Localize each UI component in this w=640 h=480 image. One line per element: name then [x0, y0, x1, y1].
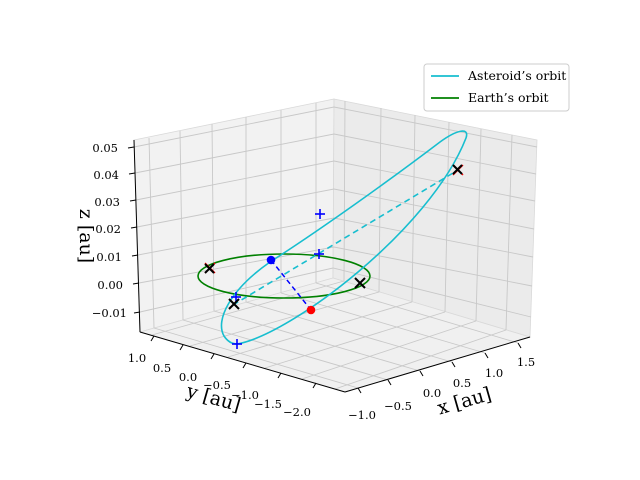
y-tick-label: 0.5 — [153, 361, 171, 375]
x-tick-label: −1.0 — [348, 408, 376, 422]
x-tick-label: 0.5 — [453, 376, 471, 390]
plus-marker — [231, 292, 241, 302]
axis-lines — [133, 139, 531, 393]
z-tick-label: 0.04 — [93, 168, 119, 182]
x-tick-labels: −1.0 −0.5 0.0 0.5 1.0 1.5 — [348, 355, 535, 422]
black-x-marker — [228, 298, 240, 310]
legend: Asteroid’s orbit Earth’s orbit — [423, 63, 570, 112]
y-tick-label: −1.0 — [231, 388, 259, 402]
asteroid-orbit-line — [220, 130, 468, 345]
earth-position-point — [266, 255, 276, 265]
z-tick-label: 0.03 — [94, 195, 120, 209]
black-x-markers — [204, 164, 463, 310]
black-x-marker — [354, 277, 366, 289]
plus-markers — [231, 209, 325, 349]
z-tick-label: 0.01 — [96, 250, 122, 264]
asteroid-position-point — [306, 305, 316, 315]
z-tick-label: 0.00 — [97, 278, 123, 292]
y-tick-label: 1.0 — [128, 351, 146, 365]
z-tick-label: 0.02 — [95, 222, 121, 236]
z-tick-label: 0.05 — [92, 141, 118, 155]
y-tick-label: −0.5 — [203, 378, 231, 392]
legend-box — [423, 63, 570, 112]
legend-label-asteroid: Asteroid’s orbit — [467, 68, 566, 83]
y-axis-line — [139, 331, 346, 393]
plus-marker — [232, 339, 242, 349]
z-tick-labels: 0.05 0.04 0.03 0.02 0.01 0.00 −0.01 — [92, 141, 127, 320]
x-axis-line — [344, 336, 531, 393]
black-x-marker — [452, 164, 463, 175]
z-tick-label: −0.01 — [92, 306, 127, 320]
tick-marks — [127, 146, 522, 394]
asteroid-orbit-hidden-segment — [232, 169, 459, 306]
plus-marker — [314, 249, 324, 259]
x-tick-label: −0.5 — [384, 399, 412, 413]
earth-orbit-line — [197, 253, 371, 299]
y-tick-label: 0.0 — [179, 370, 197, 384]
y-tick-labels: 1.0 0.5 0.0 −0.5 −1.0 −1.5 −2.0 — [128, 351, 311, 419]
x-tick-label: 1.5 — [517, 355, 535, 369]
plus-marker — [315, 209, 325, 219]
y-tick-label: −2.0 — [283, 405, 311, 419]
black-x-marker — [204, 263, 215, 274]
distance-connector-line — [270, 259, 312, 311]
z-axis-line — [133, 139, 141, 333]
y-tick-label: −1.5 — [254, 397, 282, 411]
legend-label-earth: Earth’s orbit — [468, 90, 549, 105]
z-axis-label: z [au] — [75, 209, 97, 263]
x-tick-label: 1.0 — [485, 366, 503, 380]
grid-lines — [133, 100, 538, 390]
x-tick-label: 0.0 — [423, 386, 441, 400]
